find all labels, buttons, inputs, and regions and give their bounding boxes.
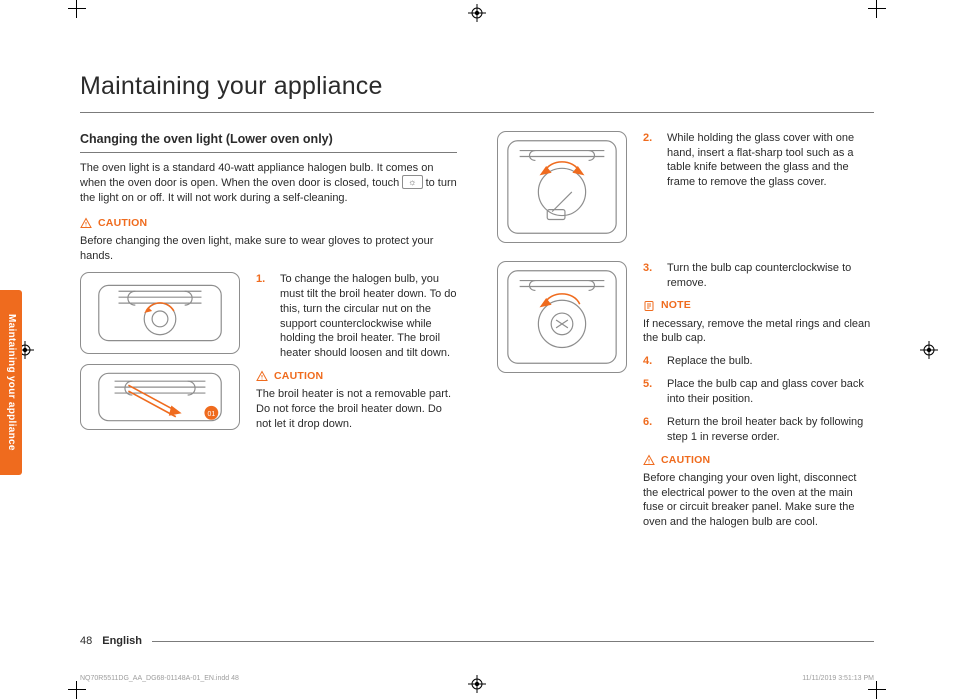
steps-456: Replace the bulb. Place the bulb cap and… (643, 354, 874, 444)
caution-2-label: CAUTION (274, 369, 323, 383)
fig-col-left: 01 (80, 272, 240, 430)
light-button-icon: ☼ (402, 175, 422, 189)
scan-surface: Maintaining your appliance Maintaining y… (0, 0, 954, 699)
right-row-2: While holding the glass cover with one h… (497, 131, 874, 243)
caution-2: CAUTION The broil heater is not a remova… (256, 369, 457, 432)
title-rule (80, 112, 874, 113)
step-5: Place the bulb cap and glass cover back … (667, 377, 874, 407)
caution-icon (256, 370, 268, 382)
side-tab: Maintaining your appliance (0, 290, 22, 475)
caution-3-text: Before changing your oven light, disconn… (643, 471, 874, 530)
columns: Changing the oven light (Lower oven only… (80, 131, 874, 538)
section-heading: Changing the oven light (Lower oven only… (80, 131, 457, 148)
step-2: While holding the glass cover with one h… (667, 131, 874, 190)
slug-file: NQ70R5511DG_AA_DG68-01148A-01_EN.indd 48 (80, 674, 239, 683)
figure-broil-tilt: 01 (80, 364, 240, 430)
registration-top (468, 4, 486, 22)
figure-bulb-cap (497, 261, 627, 373)
caution-1-label: CAUTION (98, 216, 147, 230)
registration-right (920, 341, 938, 359)
step-2-list: While holding the glass cover with one h… (643, 131, 874, 190)
caution-icon (643, 454, 655, 466)
caution-2-text: The broil heater is not a removable part… (256, 387, 457, 432)
left-split: 01 To change the halogen bulb, you must … (80, 272, 457, 440)
slug-date: 11/11/2019 3:51:13 PM (802, 674, 874, 683)
page-number: 48 (80, 634, 92, 649)
caution-3: CAUTION Before changing your oven light,… (643, 453, 874, 531)
step-1: To change the halogen bulb, you must til… (280, 272, 457, 361)
side-tab-label: Maintaining your appliance (4, 314, 18, 451)
page-language: English (102, 634, 142, 649)
caution-1-text: Before changing the oven light, make sur… (80, 234, 457, 264)
caution-3-label: CAUTION (661, 453, 710, 467)
col-left: Changing the oven light (Lower oven only… (80, 131, 457, 538)
page-footer: 48 English (80, 634, 874, 649)
cropmark-br (868, 681, 886, 699)
step-4: Replace the bulb. (667, 354, 874, 369)
cropmark-tl (68, 0, 86, 18)
left-text: To change the halogen bulb, you must til… (256, 272, 457, 440)
figure-badge: 01 (208, 411, 216, 418)
footer-rule (152, 641, 874, 642)
caution-1: CAUTION Before changing the oven light, … (80, 216, 457, 264)
step-3: Turn the bulb cap counterclockwise to re… (667, 261, 874, 291)
right-row-3: Turn the bulb cap counterclockwise to re… (497, 261, 874, 538)
col-right: While holding the glass cover with one h… (497, 131, 874, 538)
note: NOTE If necessary, remove the metal ring… (643, 298, 874, 346)
intro-before: The oven light is a standard 40-watt app… (80, 162, 433, 190)
caution-icon (80, 217, 92, 229)
cropmark-bl (68, 681, 86, 699)
section-rule (80, 152, 457, 153)
figure-broil-top (80, 272, 240, 354)
page-body: Maintaining your appliance Changing the … (80, 70, 874, 657)
intro-text: The oven light is a standard 40-watt app… (80, 161, 457, 207)
step-6: Return the broil heater back by followin… (667, 415, 874, 445)
cropmark-tr (868, 0, 886, 18)
figure-glass-cover (497, 131, 627, 243)
steps-left: To change the halogen bulb, you must til… (256, 272, 457, 361)
note-icon (643, 300, 655, 312)
note-label: NOTE (661, 298, 691, 312)
step-3-list: Turn the bulb cap counterclockwise to re… (643, 261, 874, 291)
note-text: If necessary, remove the metal rings and… (643, 317, 874, 347)
page-title: Maintaining your appliance (80, 70, 874, 104)
print-slug: NQ70R5511DG_AA_DG68-01148A-01_EN.indd 48… (80, 674, 874, 683)
